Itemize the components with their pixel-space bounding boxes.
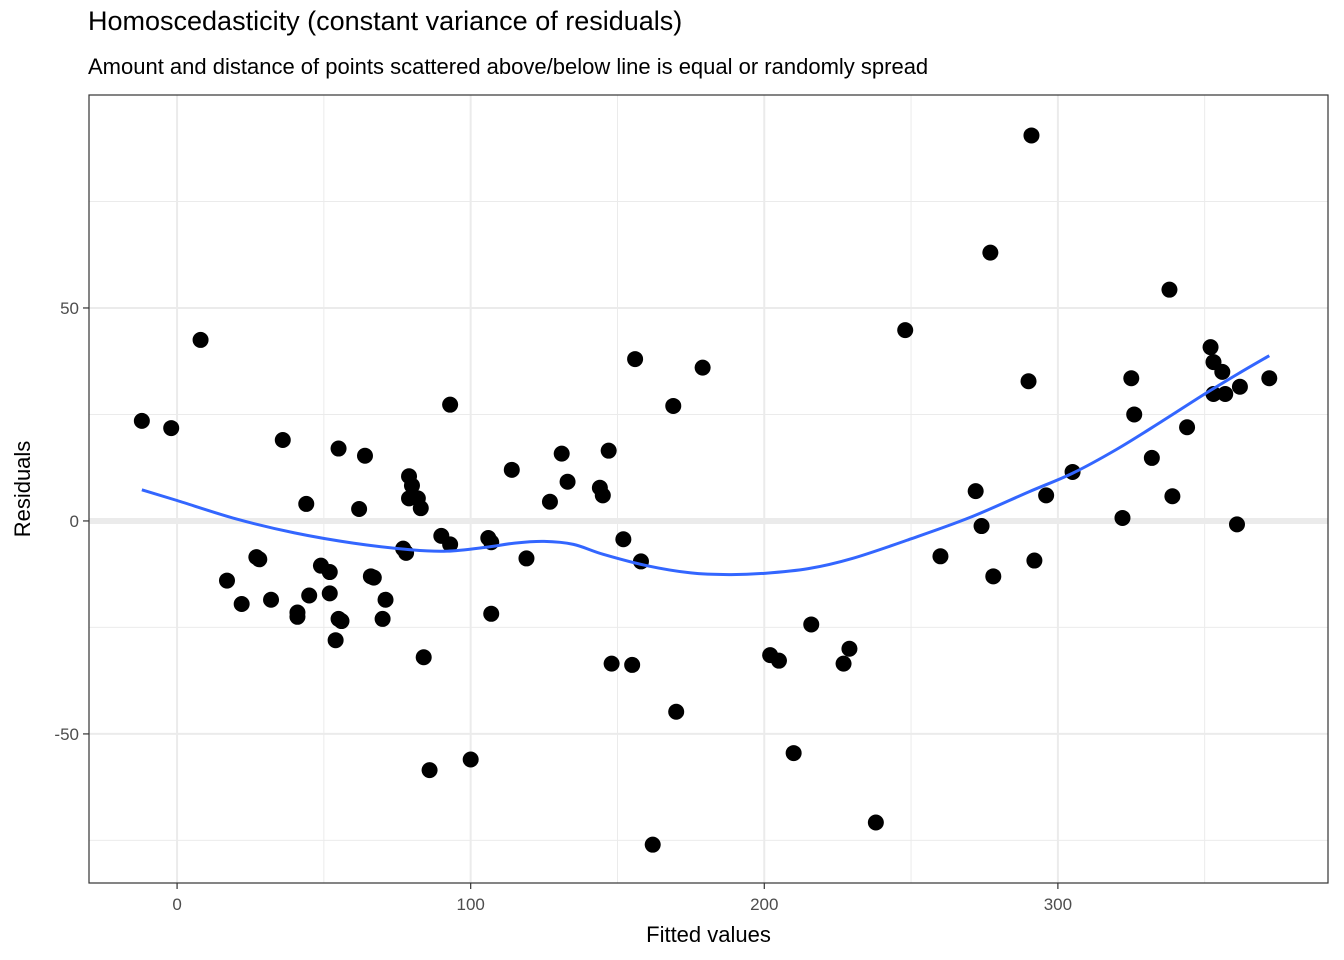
data-point bbox=[1038, 487, 1055, 504]
chart-title: Homoscedasticity (constant variance of r… bbox=[88, 6, 683, 36]
data-point bbox=[1164, 488, 1181, 505]
loess-smooth-line bbox=[141, 354, 1271, 577]
data-point bbox=[973, 518, 990, 535]
data-point bbox=[967, 483, 984, 500]
data-point bbox=[298, 495, 315, 512]
data-point bbox=[218, 572, 235, 589]
data-point bbox=[897, 322, 914, 339]
axis-tick-labels: 0 100 200 300 -50 0 50 bbox=[54, 299, 1072, 914]
data-point bbox=[483, 605, 500, 622]
data-point bbox=[518, 550, 535, 567]
data-point bbox=[615, 531, 632, 548]
data-point bbox=[274, 432, 291, 449]
data-point bbox=[1217, 386, 1234, 403]
x-tick-label: 100 bbox=[456, 895, 484, 914]
data-point bbox=[1231, 378, 1248, 395]
data-point bbox=[421, 762, 438, 779]
data-point bbox=[1261, 370, 1278, 387]
y-axis-title: Residuals bbox=[10, 441, 35, 538]
data-point bbox=[1202, 339, 1219, 356]
data-point bbox=[559, 473, 576, 490]
data-point bbox=[1114, 509, 1131, 526]
y-tick-label: 50 bbox=[60, 299, 79, 318]
data-point bbox=[333, 613, 350, 630]
x-tick-label: 0 bbox=[172, 895, 181, 914]
data-point bbox=[365, 569, 382, 586]
data-point bbox=[644, 836, 661, 853]
data-point bbox=[1126, 406, 1143, 423]
data-point bbox=[263, 591, 280, 608]
data-point bbox=[330, 440, 347, 457]
data-point bbox=[603, 655, 620, 672]
data-point bbox=[462, 751, 479, 768]
x-axis-title: Fitted values bbox=[646, 922, 771, 947]
data-point bbox=[665, 397, 682, 414]
data-point bbox=[301, 587, 318, 604]
data-point bbox=[412, 500, 429, 517]
data-point bbox=[694, 359, 711, 376]
data-point bbox=[770, 652, 787, 669]
data-point bbox=[1023, 127, 1040, 144]
axis-ticks bbox=[83, 307, 1059, 889]
data-point bbox=[327, 632, 344, 649]
data-point bbox=[442, 396, 459, 413]
data-point bbox=[803, 616, 820, 633]
data-point bbox=[251, 551, 268, 568]
data-point bbox=[374, 610, 391, 627]
x-tick-label: 300 bbox=[1044, 895, 1072, 914]
data-point bbox=[985, 568, 1002, 585]
data-point bbox=[351, 501, 368, 518]
data-point bbox=[1214, 363, 1231, 380]
data-point bbox=[553, 445, 570, 462]
data-point bbox=[1143, 449, 1160, 466]
data-point bbox=[1228, 516, 1245, 533]
data-point bbox=[1020, 373, 1037, 390]
data-point bbox=[133, 412, 150, 429]
data-point bbox=[1179, 419, 1196, 436]
data-point bbox=[377, 591, 394, 608]
data-point bbox=[398, 544, 415, 561]
residual-points bbox=[133, 127, 1278, 853]
data-point bbox=[841, 640, 858, 657]
data-point bbox=[442, 536, 459, 553]
panel-border bbox=[88, 94, 1329, 884]
data-point bbox=[163, 420, 180, 437]
data-point bbox=[321, 585, 338, 602]
y-tick-label: 0 bbox=[70, 512, 79, 531]
data-point bbox=[1123, 370, 1140, 387]
data-point bbox=[289, 608, 306, 625]
data-point bbox=[321, 564, 338, 581]
data-point bbox=[982, 244, 999, 261]
data-point bbox=[403, 477, 420, 494]
data-point bbox=[627, 351, 644, 368]
data-point bbox=[503, 461, 520, 478]
x-tick-label: 200 bbox=[750, 895, 778, 914]
data-point bbox=[600, 442, 617, 459]
minor-gridlines bbox=[89, 95, 1328, 883]
data-point bbox=[867, 814, 884, 831]
data-point bbox=[356, 447, 373, 464]
data-point bbox=[624, 656, 641, 673]
data-point bbox=[1161, 281, 1178, 298]
data-point bbox=[932, 548, 949, 565]
data-point bbox=[668, 703, 685, 720]
chart-subtitle: Amount and distance of points scattered … bbox=[88, 54, 929, 79]
data-point bbox=[594, 487, 611, 504]
data-point bbox=[415, 649, 432, 666]
data-point bbox=[233, 596, 250, 613]
data-point bbox=[785, 745, 802, 762]
data-point bbox=[192, 331, 209, 348]
data-point bbox=[541, 493, 558, 510]
data-point bbox=[1026, 552, 1043, 569]
y-tick-label: -50 bbox=[54, 725, 79, 744]
major-gridlines bbox=[89, 95, 1328, 883]
data-point bbox=[835, 655, 852, 672]
